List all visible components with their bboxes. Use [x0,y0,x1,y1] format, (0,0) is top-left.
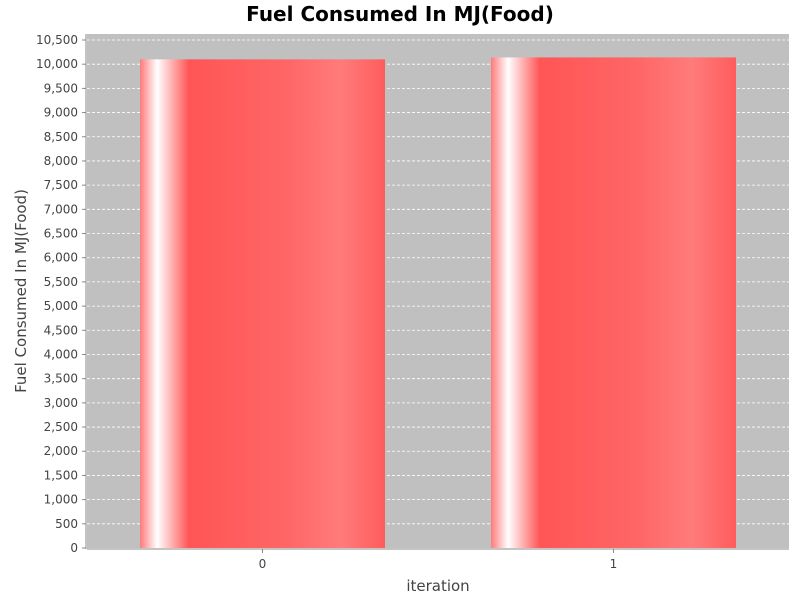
y-tick-label: 6,500 [44,227,78,241]
x-tick-label: 0 [259,557,267,571]
y-tick-label: 8,500 [44,130,78,144]
y-tick-label: 3,500 [44,372,78,386]
bar-0 [140,59,385,548]
y-tick-label: 2,500 [44,420,78,434]
y-tick-label: 2,000 [44,444,78,458]
y-tick-label: 6,000 [44,251,78,265]
y-tick-label: 10,000 [36,57,78,71]
y-tick-label: 4,500 [44,323,78,337]
y-tick-label: 500 [55,517,78,531]
y-tick-label: 0 [70,541,78,555]
y-tick-label: 3,000 [44,396,78,410]
y-tick-label: 7,000 [44,202,78,216]
y-tick-label: 5,000 [44,299,78,313]
y-axis-ticks: 0 500 1,000 1,500 2,000 2,500 3,000 3,500 4,000 4… [36,33,86,555]
y-tick-label: 9,000 [44,106,78,120]
y-tick-label: 5,500 [44,275,78,289]
bar-1 [491,57,736,548]
y-tick-label: 1,500 [44,468,78,482]
bars-group [140,57,736,548]
x-axis-label: iteration [406,577,469,595]
chart-title: Fuel Consumed In MJ(Food) [246,2,554,26]
y-tick-label: 7,500 [44,178,78,192]
y-tick-label: 9,500 [44,81,78,95]
y-tick-label: 1,000 [44,493,78,507]
y-tick-label: 10,500 [36,33,78,47]
y-tick-label: 8,000 [44,154,78,168]
y-axis-label: Fuel Consumed In MJ(Food) [12,189,30,393]
x-tick-label: 1 [610,557,618,571]
y-tick-label: 4,000 [44,347,78,361]
